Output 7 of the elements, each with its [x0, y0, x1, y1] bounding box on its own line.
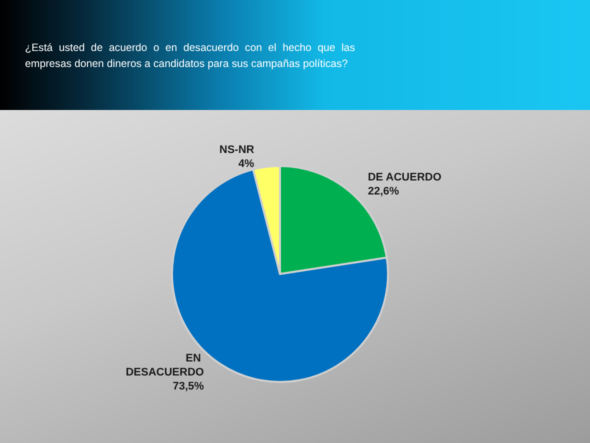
slice-label: DE ACUERDO	[368, 171, 442, 184]
data-label: 73,5%	[172, 380, 204, 392]
slice-label: NS-NR	[219, 144, 254, 156]
chart-title: ¿Está usted de acuerdo o en desacuerdo con el hecho que las empresas donen dineros a candidatos para sus campañas políticas?	[25, 41, 355, 72]
slice-label: EN DESACUERDO	[126, 352, 204, 378]
data-label: 4%	[238, 158, 254, 170]
data-label: 22,6%	[368, 185, 400, 198]
